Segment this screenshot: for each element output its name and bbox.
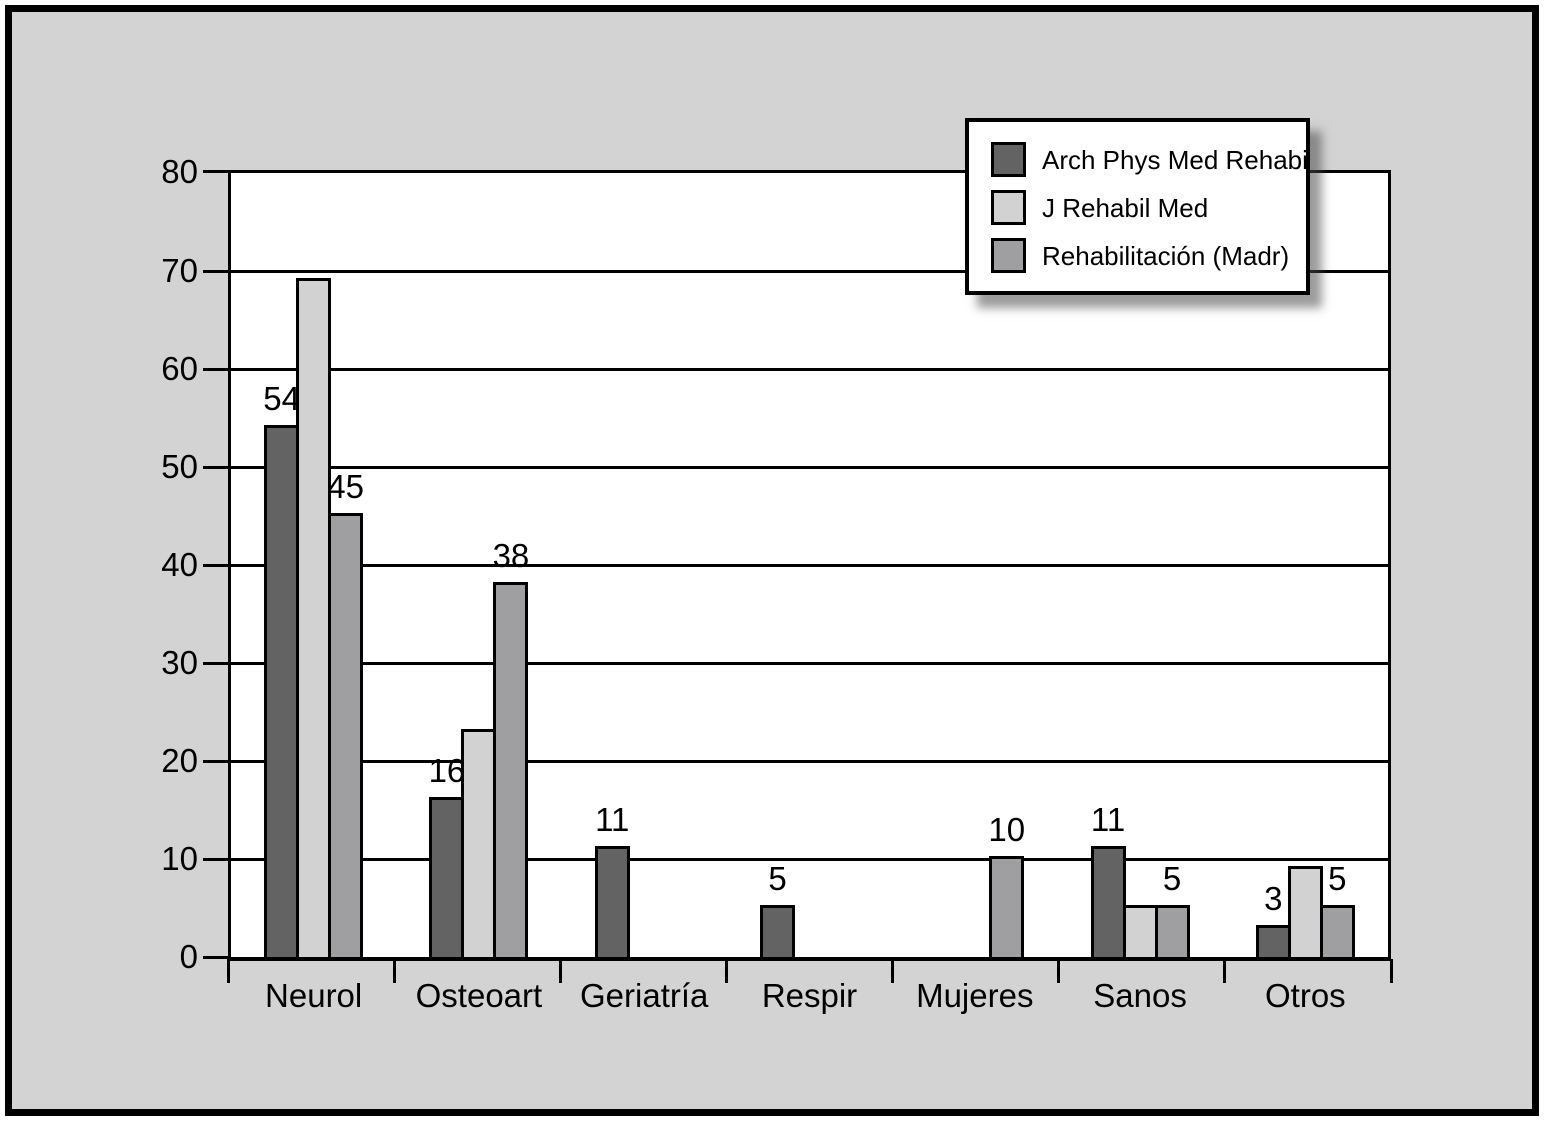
legend-swatch [991, 190, 1026, 225]
legend-label: Arch Phys Med Rehabi [1042, 144, 1308, 175]
legend-swatch [991, 142, 1026, 177]
legend-label: Rehabilitación (Madr) [1042, 240, 1290, 271]
legend-label: J Rehabil Med [1042, 192, 1209, 223]
legend: Arch Phys Med Rehabi J Rehabil Med Rehabil… [965, 118, 1310, 295]
legend-item: Rehabilitación (Madr) [991, 238, 1296, 273]
legend-swatch [991, 238, 1026, 273]
legend-item: J Rehabil Med [991, 190, 1296, 225]
legend-item: Arch Phys Med Rehabi [991, 142, 1308, 177]
